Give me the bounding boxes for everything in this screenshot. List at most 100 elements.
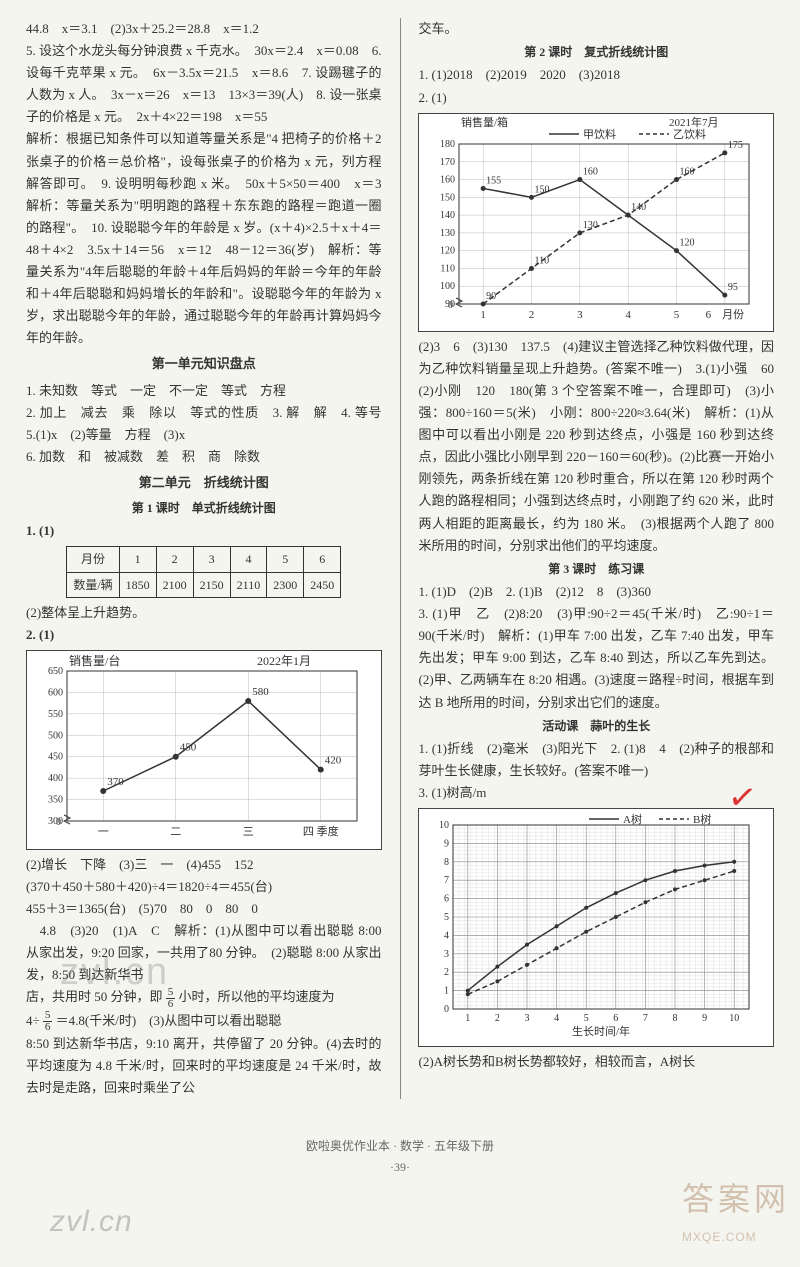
text: 5. 设这个水龙头每分钟浪费 x 千克水。 30x＝2.4 x＝0.08 6. …: [26, 40, 382, 128]
table-month-qty: 月份123456 数量/辆185021002150211023002450: [66, 546, 341, 598]
svg-text:8: 8: [673, 1013, 678, 1024]
text: 3. (1)甲 乙 (2)8:20 (3)甲:90÷2＝45(千米/时) 乙:9…: [418, 603, 774, 713]
svg-text:4: 4: [626, 309, 632, 321]
svg-text:600: 600: [48, 688, 63, 699]
svg-text:2021年7月: 2021年7月: [669, 115, 719, 129]
svg-text:二: 二: [170, 826, 181, 838]
svg-text:120: 120: [440, 245, 455, 256]
svg-text:5: 5: [444, 912, 449, 923]
svg-text:销售量/箱: 销售量/箱: [461, 115, 508, 129]
heading-lesson2: 第 2 课时 复式折线统计图: [418, 42, 774, 62]
text: 1. 未知数 等式 一定 不一定 等式 方程: [26, 380, 382, 402]
svg-text:4: 4: [444, 931, 449, 942]
svg-text:155: 155: [487, 175, 502, 186]
svg-text:6 月份: 6 月份: [706, 308, 745, 321]
svg-text:5: 5: [584, 1013, 589, 1024]
svg-text:2: 2: [495, 1013, 500, 1024]
svg-text:A树: A树: [623, 812, 642, 826]
svg-text:7: 7: [444, 876, 449, 887]
svg-text:650: 650: [48, 666, 63, 677]
svg-text:160: 160: [440, 174, 455, 185]
svg-text:10: 10: [439, 820, 449, 831]
svg-text:175: 175: [728, 140, 743, 151]
svg-text:580: 580: [252, 686, 269, 698]
right-column: 交车。 第 2 课时 复式折线统计图 1. (1)2018 (2)2019 20…: [418, 18, 774, 1099]
svg-text:乙饮料: 乙饮料: [673, 127, 706, 141]
svg-text:2: 2: [444, 968, 449, 979]
svg-text:120: 120: [680, 237, 695, 248]
svg-text:130: 130: [440, 228, 455, 239]
text: 1. (1)2018 (2)2019 2020 (3)2018: [418, 64, 774, 86]
text: 2. 加上 减去 乘 除以 等式的性质 3. 解 解 4. 等号 5.(1)x …: [26, 402, 382, 446]
svg-text:90: 90: [487, 291, 497, 302]
text: 解析：根据已知条件可以知道等量关系是"4 把椅子的价格＋2张桌子的价格＝总价格"…: [26, 128, 382, 349]
svg-text:160: 160: [583, 166, 598, 177]
chart-tree-growth: A树B树10987654321012345678910生长时间/年: [418, 808, 774, 1047]
svg-text:420: 420: [325, 755, 342, 767]
text: (2)整体呈上升趋势。: [26, 602, 382, 624]
q1-lead: 1. (1): [26, 520, 382, 542]
text: (370＋450＋580＋420)÷4＝1820÷4＝455(台): [26, 876, 382, 898]
svg-text:7: 7: [643, 1013, 648, 1024]
svg-text:9: 9: [703, 1013, 708, 1024]
svg-text:9: 9: [444, 839, 449, 850]
svg-text:三: 三: [243, 826, 254, 838]
watermark: zvl.cn: [60, 940, 169, 1005]
svg-text:B树: B树: [693, 812, 711, 826]
svg-text:150: 150: [440, 192, 455, 203]
svg-text:110: 110: [441, 263, 456, 274]
text: (2)A树长势和B树长势都较好，相较而言，A树长: [418, 1051, 774, 1073]
svg-text:400: 400: [48, 774, 63, 785]
text: 1. (1)折线 (2)毫米 (3)阳光下 2. (1)8 4 (2)种子的根部…: [418, 738, 774, 782]
svg-text:四 季度: 四 季度: [303, 824, 339, 838]
heading-unit2: 第二单元 折线统计图: [26, 472, 382, 494]
svg-text:6: 6: [444, 894, 449, 905]
svg-text:2022年1月: 2022年1月: [257, 654, 311, 668]
svg-text:6: 6: [614, 1013, 619, 1024]
text: 3. (1)树高/m: [418, 782, 774, 804]
svg-text:10: 10: [730, 1013, 740, 1024]
svg-text:100: 100: [440, 281, 455, 292]
svg-text:140: 140: [440, 210, 455, 221]
left-column: 44.8 x＝3.1 (2)3x＋25.2＝28.8 x＝1.2 5. 设这个水…: [26, 18, 382, 1099]
svg-text:4: 4: [555, 1013, 560, 1024]
svg-text:0: 0: [444, 1004, 449, 1015]
heading-lesson1: 第 1 课时 单式折线统计图: [26, 498, 382, 518]
svg-text:5: 5: [674, 309, 680, 321]
fraction-5-6: 56: [43, 1010, 53, 1033]
svg-text:1: 1: [466, 1013, 471, 1024]
text: (2)3 6 (3)130 137.5 (4)建议主管选择乙种饮料做代理，因为乙…: [418, 336, 774, 557]
text: 8:50 到达新华书店，9:10 离开，共停留了 20 分钟。(4)去时的平均速…: [26, 1033, 382, 1099]
svg-text:170: 170: [440, 156, 455, 167]
svg-text:3: 3: [525, 1013, 530, 1024]
svg-text:350: 350: [48, 795, 63, 806]
svg-text:2: 2: [529, 309, 535, 321]
chart-drink-2021: 销售量/箱2021年7月甲饮料乙饮料1801701601501401301201…: [418, 113, 774, 332]
text: 44.8 x＝3.1 (2)3x＋25.2＝28.8 x＝1.2: [26, 18, 382, 40]
text: 2. (1): [418, 87, 774, 109]
heading-activity: 活动课 蒜叶的生长: [418, 716, 774, 736]
svg-text:450: 450: [48, 752, 63, 763]
svg-text:0: 0: [448, 300, 453, 311]
svg-text:1: 1: [481, 309, 487, 321]
svg-text:95: 95: [728, 282, 738, 293]
text: 交车。: [418, 18, 774, 40]
svg-text:3: 3: [444, 949, 449, 960]
text: 455＋3＝1365(台) (5)70 80 0 80 0: [26, 898, 382, 920]
svg-text:销售量/台: 销售量/台: [69, 653, 120, 668]
svg-text:甲饮料: 甲饮料: [583, 127, 616, 141]
svg-text:生长时间/年: 生长时间/年: [572, 1024, 630, 1038]
svg-text:160: 160: [680, 166, 695, 177]
heading-unit1: 第一单元知识盘点: [26, 353, 382, 375]
svg-text:500: 500: [48, 731, 63, 742]
watermark: 答案网 MXQE.COM: [682, 1172, 790, 1247]
svg-text:8: 8: [444, 857, 449, 868]
svg-text:1: 1: [444, 986, 449, 997]
svg-text:180: 180: [440, 139, 455, 150]
svg-text:3: 3: [578, 309, 584, 321]
text: 4÷ 56 ＝4.8(千米/时) (3)从图中可以看出聪聪: [26, 1010, 382, 1034]
q2-lead: 2. (1): [26, 624, 382, 646]
svg-text:0: 0: [56, 817, 61, 828]
watermark: zvl.cn: [50, 1196, 133, 1247]
svg-text:550: 550: [48, 709, 63, 720]
